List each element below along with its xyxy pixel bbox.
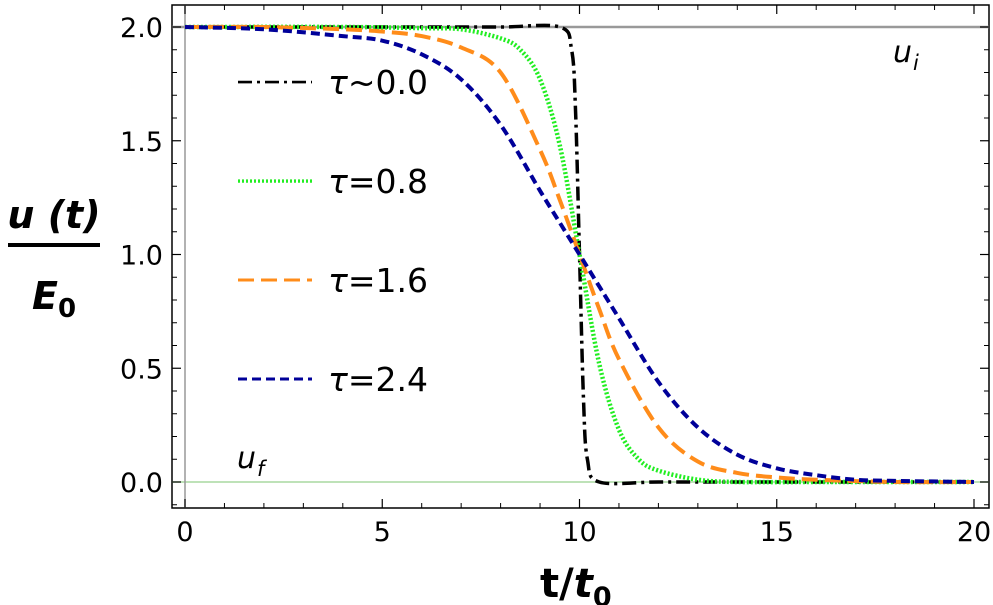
legend-tau-symbol: τ xyxy=(328,360,349,399)
uf-annotation-var: u xyxy=(237,441,256,476)
y-axis-title-denominator: E0 xyxy=(32,274,76,324)
y-axis-title-denominator-var: E xyxy=(32,274,58,318)
y-tick-label: 0.0 xyxy=(120,468,163,499)
x-axis-title-sub: 0 xyxy=(593,582,612,605)
legend-tau-symbol: τ xyxy=(328,63,349,102)
ui-annotation: ui xyxy=(893,35,919,75)
y-tick-label: 1.0 xyxy=(120,241,163,272)
ticks-group: 0 5 10 15 20 0.0 0.5 1.0 1.5 2.0 xyxy=(120,5,991,548)
x-tick-label: 20 xyxy=(957,517,991,548)
x-axis-title: t/t0 xyxy=(540,561,612,605)
legend-label-4: τ=2.4 xyxy=(328,360,428,399)
plot-frame xyxy=(171,4,990,509)
x-tick-label: 10 xyxy=(562,517,596,548)
legend: τ~0.0τ=0.8τ=1.6τ=2.4 xyxy=(238,63,428,399)
y-tick-label: 2.0 xyxy=(120,13,163,44)
ui-annotation-sub: i xyxy=(913,51,919,75)
x-axis-title-main: t/ xyxy=(540,561,574,605)
y-tick-label: 1.5 xyxy=(120,127,163,158)
ui-annotation-var: u xyxy=(893,35,912,70)
legend-value: =2.4 xyxy=(348,360,428,399)
series-line-2 xyxy=(184,24,974,485)
series-group xyxy=(184,23,975,486)
legend-value: =1.6 xyxy=(348,261,428,300)
y-axis-title-numerator: u (t) xyxy=(7,193,100,237)
uf-annotation: uf xyxy=(237,441,268,481)
legend-label-3: τ=1.6 xyxy=(328,261,428,300)
legend-label-2: τ=0.8 xyxy=(328,162,428,201)
x-axis-title-var: t xyxy=(574,561,595,605)
x-tick-label: 15 xyxy=(760,517,794,548)
y-tick-label: 0.5 xyxy=(120,354,163,385)
x-tick-label: 5 xyxy=(374,517,391,548)
legend-value: =0.8 xyxy=(348,162,428,201)
series-line-4 xyxy=(184,25,975,484)
y-axis-title-denominator-sub: 0 xyxy=(58,294,76,324)
legend-value: ~0.0 xyxy=(348,63,428,102)
series-line-3 xyxy=(184,24,975,485)
uf-annotation-sub: f xyxy=(257,457,268,481)
legend-tau-symbol: τ xyxy=(328,162,349,201)
legend-tau-symbol: τ xyxy=(328,261,349,300)
x-tick-label: 0 xyxy=(176,517,193,548)
legend-label-1: τ~0.0 xyxy=(328,63,428,102)
